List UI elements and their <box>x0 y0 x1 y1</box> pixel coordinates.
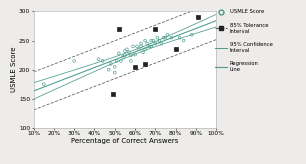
Legend: USMLE Score, 85% Tolerance
Interval, 95% Confidence
Interval, Regression
Line: USMLE Score, 85% Tolerance Interval, 95%… <box>215 8 274 73</box>
Point <box>120 56 125 58</box>
Point <box>139 45 144 48</box>
Point <box>151 39 156 42</box>
Point <box>96 58 101 61</box>
Point <box>141 51 146 53</box>
Point <box>135 45 140 48</box>
Point <box>72 60 76 62</box>
Point <box>155 36 160 39</box>
Point <box>129 60 133 62</box>
Point <box>116 52 121 55</box>
Point <box>153 28 158 30</box>
Point <box>118 60 123 62</box>
Point <box>116 28 121 30</box>
Point <box>173 48 178 51</box>
Point <box>132 53 137 56</box>
Point <box>165 33 170 36</box>
Point <box>122 50 127 52</box>
Point <box>108 62 113 65</box>
Point <box>132 65 137 68</box>
Point <box>41 83 46 86</box>
Point <box>129 54 133 56</box>
Point <box>169 36 174 39</box>
Point <box>159 42 164 45</box>
Point <box>149 39 154 42</box>
Point <box>110 93 115 95</box>
Point <box>147 45 152 48</box>
Point <box>136 48 141 51</box>
Point <box>114 60 119 62</box>
Point <box>177 36 182 39</box>
Point <box>143 39 147 42</box>
Point <box>153 42 158 45</box>
Point <box>131 45 136 48</box>
Point <box>112 65 117 68</box>
Point <box>112 71 117 74</box>
Point <box>126 51 131 53</box>
X-axis label: Percentage of Correct Answers: Percentage of Correct Answers <box>71 138 179 144</box>
Point <box>110 93 115 95</box>
Point <box>125 48 129 51</box>
Point <box>163 36 168 39</box>
Point <box>122 54 127 56</box>
Point <box>173 48 178 51</box>
Point <box>161 36 166 39</box>
Point <box>196 16 200 19</box>
Point <box>106 68 111 71</box>
Point <box>143 48 147 51</box>
Point <box>145 42 150 45</box>
Point <box>189 33 194 36</box>
Point <box>139 42 144 45</box>
Point <box>100 60 105 62</box>
Point <box>196 16 200 19</box>
Point <box>181 39 186 42</box>
Point <box>143 62 147 65</box>
Point <box>149 45 154 48</box>
Y-axis label: USMLE Score: USMLE Score <box>11 47 17 92</box>
Point <box>157 39 162 42</box>
